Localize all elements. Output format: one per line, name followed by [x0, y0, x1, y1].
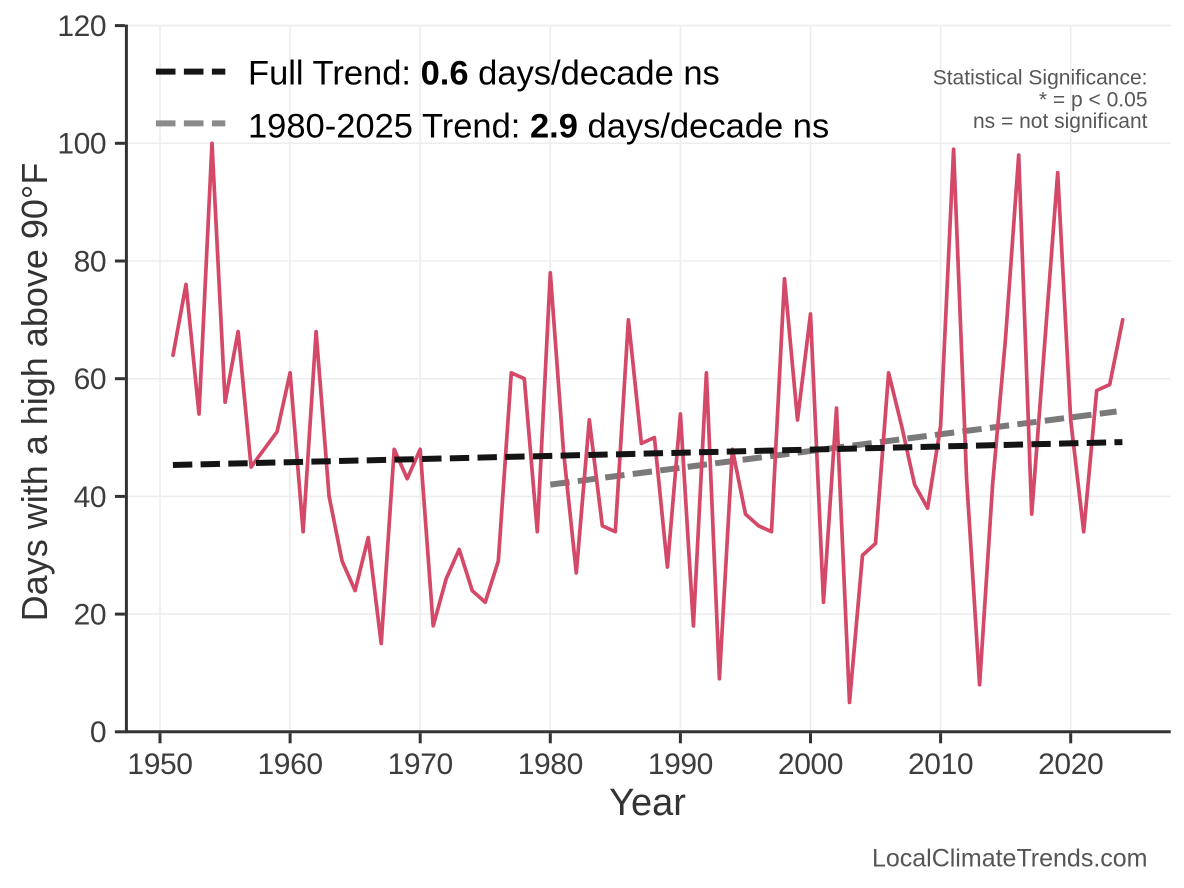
svg-text:1960: 1960 [258, 748, 323, 781]
svg-text:ns = not significant: ns = not significant [973, 110, 1148, 133]
svg-text:2020: 2020 [1038, 748, 1103, 781]
svg-text:2000: 2000 [778, 748, 843, 781]
svg-text:Days with a high above 90°F: Days with a high above 90°F [14, 163, 55, 622]
svg-text:1970: 1970 [388, 748, 453, 781]
svg-text:2010: 2010 [908, 748, 973, 781]
svg-text:Statistical Significance:: Statistical Significance: [933, 67, 1148, 90]
svg-text:1990: 1990 [648, 748, 713, 781]
svg-text:60: 60 [74, 363, 107, 396]
svg-text:1980-2025 Trend: 2.9 days/deca: 1980-2025 Trend: 2.9 days/decade ns [248, 108, 829, 146]
svg-text:1950: 1950 [127, 748, 192, 781]
svg-text:80: 80 [74, 245, 107, 278]
svg-text:0: 0 [90, 716, 106, 749]
svg-text:Full Trend: 0.6 days/decade ns: Full Trend: 0.6 days/decade ns [248, 54, 720, 92]
svg-text:LocalClimateTrends.com: LocalClimateTrends.com [872, 845, 1148, 873]
svg-text:1980: 1980 [518, 748, 583, 781]
svg-text:100: 100 [57, 128, 106, 161]
svg-text:20: 20 [74, 599, 107, 632]
svg-text:* = p < 0.05: * = p < 0.05 [1039, 89, 1148, 112]
svg-text:40: 40 [74, 481, 107, 514]
svg-text:Year: Year [609, 782, 686, 824]
svg-text:120: 120 [57, 10, 106, 43]
